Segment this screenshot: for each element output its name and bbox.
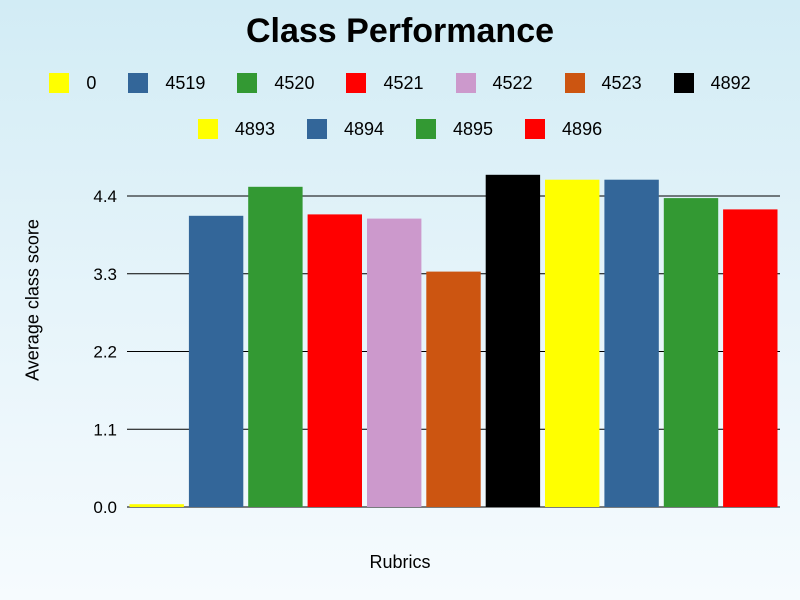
- bar-0: [129, 504, 184, 507]
- legend-item: 0: [49, 73, 96, 94]
- bar-4519: [188, 215, 244, 508]
- y-tick-label: 4.4: [93, 187, 117, 206]
- legend-label: 4520: [274, 72, 315, 93]
- legend-label: 0: [86, 72, 97, 93]
- legend-label: 4521: [383, 72, 424, 93]
- y-tick-label: 1.1: [93, 420, 117, 439]
- bar-4892: [485, 174, 541, 508]
- legend-swatch: [455, 73, 476, 93]
- x-axis-label: Rubrics: [369, 552, 431, 572]
- legend-swatch: [237, 73, 258, 93]
- bar-4520: [248, 186, 303, 508]
- legend-item: 4894: [306, 118, 384, 140]
- y-tick-label: 3.3: [93, 265, 117, 284]
- bar-4893: [545, 179, 600, 507]
- legend-item: 4892: [673, 72, 751, 94]
- legend-label: 4896: [562, 118, 603, 139]
- legend-label: 4893: [234, 118, 275, 139]
- y-axis-label: Average class score: [22, 219, 43, 381]
- legend-item: 4520: [237, 73, 314, 94]
- bar-4523: [426, 271, 481, 507]
- bar-4521: [307, 214, 362, 507]
- bar-4522: [367, 218, 422, 507]
- legend-row: 4893 4894 4895 4896: [0, 114, 800, 144]
- y-tick-label: 0.0: [93, 498, 117, 517]
- legend-item: 4895: [416, 119, 493, 140]
- legend-label: 4523: [601, 72, 642, 93]
- legend-swatch: [525, 119, 546, 139]
- legend-swatch: [673, 73, 694, 93]
- legend-swatch: [128, 73, 149, 93]
- legend-item: 4896: [525, 119, 602, 140]
- bar-4894: [604, 179, 659, 507]
- legend-label: 4519: [165, 72, 206, 93]
- legend-label: 4894: [343, 118, 384, 139]
- legend-item: 4523: [564, 72, 642, 94]
- y-tick-label: 2.2: [93, 343, 117, 362]
- legend-item: 4893: [197, 118, 275, 140]
- legend-row: 0 4519 4520 4521 4522 4523 4892: [0, 68, 800, 98]
- legend-label: 4895: [453, 118, 494, 139]
- legend-item: 4521: [346, 72, 424, 94]
- legend: 0 4519 4520 4521 4522 4523 4892 4893 4894 4895 48…: [0, 68, 800, 160]
- legend-label: 4522: [492, 72, 533, 93]
- legend-swatch: [49, 73, 70, 93]
- legend-swatch: [346, 73, 367, 93]
- bar-4895: [663, 198, 719, 507]
- legend-swatch: [564, 73, 585, 93]
- legend-item: 4522: [455, 72, 533, 94]
- bar-4896: [723, 209, 778, 507]
- legend-swatch: [416, 119, 436, 139]
- chart-title: Class Performance: [245, 12, 555, 50]
- legend-swatch: [197, 119, 218, 139]
- legend-label: 4892: [710, 72, 751, 93]
- legend-swatch: [306, 119, 327, 139]
- legend-item: 4519: [128, 73, 205, 94]
